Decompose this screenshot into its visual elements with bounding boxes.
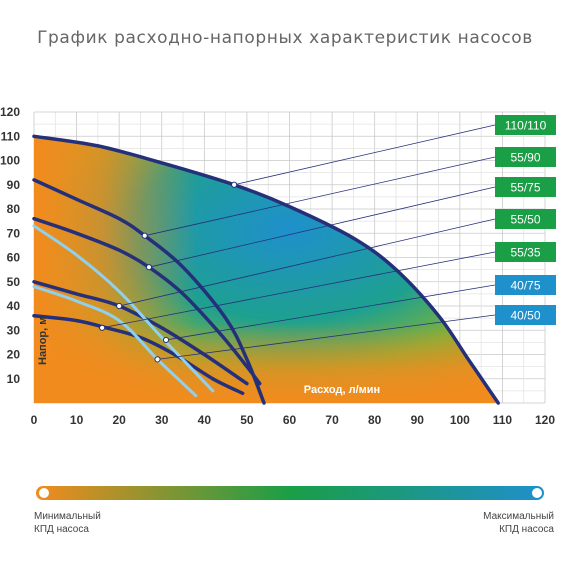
leader-55-90 bbox=[144, 156, 496, 237]
y-tick-label: 90 bbox=[7, 178, 21, 192]
curve-110-110 bbox=[32, 134, 500, 405]
y-axis-label: Напор, м bbox=[37, 317, 49, 365]
series-label: 40/50 bbox=[510, 309, 540, 323]
tag-bg-55-50 bbox=[495, 209, 556, 229]
max-efficiency-label: Максимальный bbox=[483, 511, 554, 522]
marker-40-75 bbox=[162, 336, 170, 344]
y-tick-label: 50 bbox=[7, 275, 21, 289]
y-tick-label: 40 bbox=[7, 299, 21, 313]
x-tick-label: 60 bbox=[283, 413, 297, 427]
marker-40-50 bbox=[154, 356, 161, 363]
min-efficiency-dot bbox=[39, 488, 49, 498]
x-tick-label: 120 bbox=[535, 413, 555, 427]
y-tick-label: 80 bbox=[7, 202, 21, 216]
leader-55-75 bbox=[148, 186, 496, 268]
tag-bg-40-75 bbox=[495, 275, 556, 295]
x-tick-label: 0 bbox=[31, 413, 38, 427]
efficiency-bar bbox=[36, 486, 544, 500]
efficiency-envelope bbox=[34, 136, 499, 404]
x-tick-label: 110 bbox=[493, 413, 513, 427]
pump-curves bbox=[32, 134, 500, 405]
y-tick-label: 30 bbox=[7, 323, 21, 337]
series-label: 55/50 bbox=[510, 213, 540, 227]
marker-55-35 bbox=[99, 324, 106, 331]
y-tick-label: 20 bbox=[7, 348, 21, 362]
y-tick-label: 110 bbox=[1, 129, 21, 143]
axes: 0 10 20 30 40 50 60 70 80 90 100 110 120 10 20 30 40 50 60… bbox=[0, 105, 555, 427]
x-tick-label: 80 bbox=[368, 413, 382, 427]
curve-55-75 bbox=[32, 216, 262, 386]
efficiency-scale: Минимальный КПД насоса Максимальный КПД нас… bbox=[34, 486, 554, 535]
x-tick-label: 30 bbox=[155, 413, 169, 427]
tag-bg-55-75 bbox=[495, 177, 556, 197]
x-tick-label: 70 bbox=[325, 413, 339, 427]
series-label: 55/75 bbox=[510, 181, 540, 195]
y-tick-label: 70 bbox=[7, 226, 21, 240]
y-tick-label: 120 bbox=[0, 105, 20, 119]
y-tick-label: 10 bbox=[7, 372, 21, 386]
x-tick-label: 20 bbox=[112, 413, 126, 427]
tag-bg-40-50 bbox=[495, 305, 556, 325]
marker-55-90 bbox=[141, 232, 148, 239]
leader-110-110 bbox=[234, 124, 496, 186]
chart-title: График расходно-напорных характеристик н… bbox=[37, 28, 533, 48]
x-tick-label: 50 bbox=[240, 413, 254, 427]
curve-40-50 bbox=[32, 285, 198, 398]
tag-bg-55-90 bbox=[495, 147, 556, 167]
series-label: 55/90 bbox=[510, 151, 540, 165]
marker-55-50 bbox=[116, 302, 123, 310]
leader-55-35 bbox=[102, 251, 496, 329]
x-tick-label: 10 bbox=[70, 413, 84, 427]
marker-55-75 bbox=[145, 264, 153, 271]
series-label: 40/75 bbox=[510, 279, 540, 293]
curve-55-90 bbox=[32, 178, 266, 405]
series-tags: 110/110 55/90 55/75 55/50 55/35 40/75 40/50 bbox=[495, 115, 556, 325]
marker-110-110 bbox=[231, 181, 238, 188]
min-efficiency-label-2: КПД насоса bbox=[34, 524, 89, 535]
envelope-fade-bottom bbox=[34, 136, 499, 404]
tag-bg-55-35 bbox=[495, 242, 556, 262]
x-tick-label: 40 bbox=[198, 413, 212, 427]
tag-bg-110-110 bbox=[495, 115, 556, 135]
curve-55-35 bbox=[32, 313, 245, 396]
y-tick-label: 60 bbox=[7, 251, 21, 265]
leader-55-50 bbox=[119, 218, 496, 307]
leader-40-50 bbox=[157, 314, 496, 360]
x-tick-label: 100 bbox=[450, 413, 470, 427]
leader-40-75 bbox=[165, 284, 496, 341]
min-efficiency-label: Минимальный bbox=[34, 511, 101, 522]
y-tick-label: 100 bbox=[0, 154, 20, 168]
curve-40-75 bbox=[32, 224, 215, 393]
label-leaders bbox=[99, 124, 496, 363]
max-efficiency-label-2: КПД насоса bbox=[499, 524, 554, 535]
series-label: 110/110 bbox=[505, 119, 547, 133]
series-label: 55/35 bbox=[510, 246, 540, 260]
max-efficiency-dot bbox=[532, 488, 542, 498]
x-axis-label: Расход, л/мин bbox=[304, 384, 380, 396]
x-tick-label: 90 bbox=[411, 413, 425, 427]
